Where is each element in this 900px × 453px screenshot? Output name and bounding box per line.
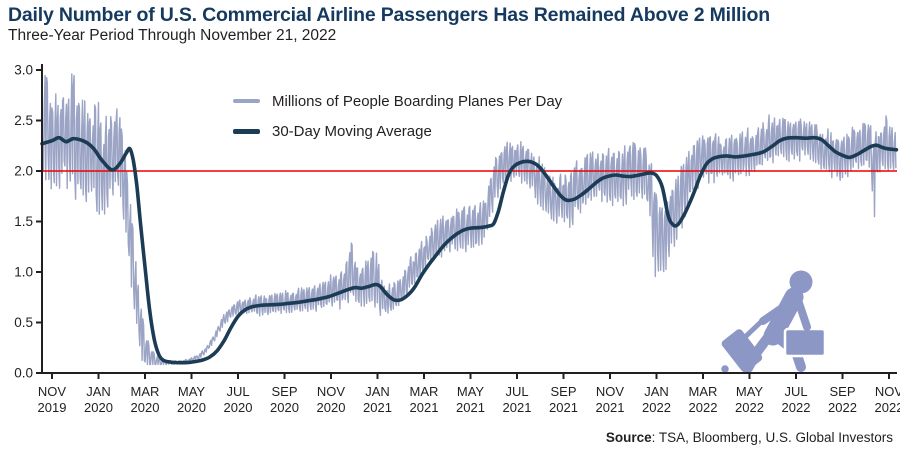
x-tick-year: 2020 xyxy=(270,400,299,415)
x-tick-year: 2021 xyxy=(503,400,532,415)
source-credit: Source: TSA, Bloomberg, U.S. Global Inve… xyxy=(606,430,893,445)
x-tick-year: 2020 xyxy=(224,400,253,415)
x-tick-month: SEP xyxy=(271,384,297,399)
x-tick-month: NOV xyxy=(596,384,625,399)
moving-average-line-swatch xyxy=(233,128,260,134)
y-tick-label: 3.0 xyxy=(14,63,33,78)
x-tick-month: MAR xyxy=(689,384,718,399)
x-tick-year: 2020 xyxy=(317,400,346,415)
x-tick-month: JUL xyxy=(505,384,528,399)
x-tick-year: 2022 xyxy=(782,400,811,415)
legend-item-daily: Millions of People Boarding Planes Per D… xyxy=(233,89,562,113)
x-tick-month: MAY xyxy=(178,384,206,399)
x-tick-month: MAR xyxy=(410,384,439,399)
x-tick-year: 2022 xyxy=(735,400,764,415)
axes xyxy=(36,64,897,379)
x-tick-month: MAR xyxy=(131,384,160,399)
x-tick-month: JUL xyxy=(226,384,249,399)
x-tick-month: NOV xyxy=(38,384,67,399)
legend-label-moving-average: 30-Day Moving Average xyxy=(272,122,432,140)
x-tick-month: JAN xyxy=(644,384,669,399)
traveler-with-luggage-icon xyxy=(719,270,827,375)
legend-item-moving-average: 30-Day Moving Average xyxy=(233,119,562,143)
y-tick-label: 2.5 xyxy=(14,113,33,128)
legend: Millions of People Boarding Planes Per D… xyxy=(233,89,562,149)
legend-label-daily: Millions of People Boarding Planes Per D… xyxy=(272,92,563,110)
x-tick-year: 2020 xyxy=(84,400,113,415)
x-tick-year: 2022 xyxy=(828,400,857,415)
x-tick-year: 2020 xyxy=(131,400,160,415)
x-tick-year: 2021 xyxy=(410,400,439,415)
x-tick-year: 2021 xyxy=(363,400,392,415)
x-tick-month: MAY xyxy=(736,384,764,399)
y-tick-label: 0.5 xyxy=(14,315,33,330)
y-tick-label: 1.0 xyxy=(14,265,33,280)
x-tick-year: 2021 xyxy=(596,400,625,415)
x-tick-month: SEP xyxy=(829,384,855,399)
x-tick-year: 2022 xyxy=(875,400,900,415)
axis-labels: 0.00.51.01.52.02.53.0NOV2019JAN2020MAR20… xyxy=(14,63,900,416)
chart-title: Daily Number of U.S. Commercial Airline … xyxy=(8,4,770,26)
x-tick-month: NOV xyxy=(875,384,900,399)
x-tick-month: JUL xyxy=(784,384,807,399)
x-tick-month: JAN xyxy=(365,384,390,399)
chart-subtitle: Three-Year Period Through November 21, 2… xyxy=(8,27,337,44)
x-tick-year: 2022 xyxy=(689,400,718,415)
x-tick-month: NOV xyxy=(317,384,346,399)
moving-average-line xyxy=(40,135,899,365)
x-tick-month: SEP xyxy=(550,384,576,399)
y-tick-label: 1.5 xyxy=(14,214,33,229)
source-text: : TSA, Bloomberg, U.S. Global Investors xyxy=(651,430,893,445)
x-tick-month: MAY xyxy=(457,384,485,399)
y-tick-label: 0.0 xyxy=(14,366,33,381)
source-label: Source xyxy=(605,430,652,445)
x-tick-year: 2022 xyxy=(642,400,671,415)
x-tick-year: 2021 xyxy=(456,400,485,415)
daily-line-swatch xyxy=(233,99,260,103)
x-tick-year: 2019 xyxy=(38,400,67,415)
x-tick-year: 2020 xyxy=(177,400,206,415)
y-tick-label: 2.0 xyxy=(14,164,33,179)
x-tick-year: 2021 xyxy=(549,400,578,415)
x-tick-month: JAN xyxy=(86,384,111,399)
